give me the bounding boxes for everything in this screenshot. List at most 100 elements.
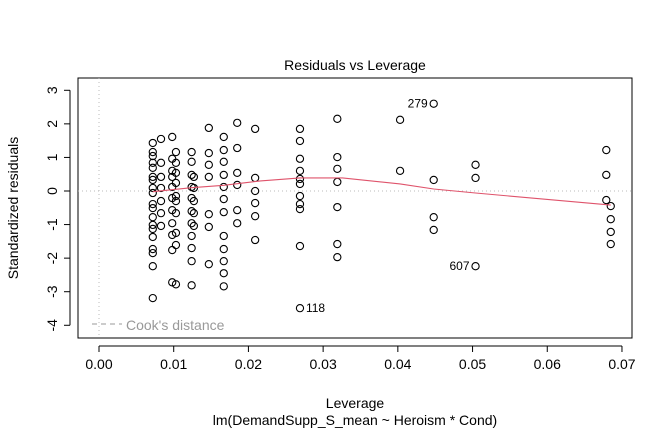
- smooth-line: [152, 177, 611, 206]
- data-point: [148, 293, 157, 303]
- data-point: [171, 196, 181, 206]
- data-point: [606, 215, 615, 224]
- data-point: [156, 221, 166, 231]
- data-point: [295, 124, 305, 134]
- data-point: [219, 231, 228, 241]
- data-point: [295, 166, 305, 176]
- data-point: [148, 147, 157, 157]
- y-tick-label: -2: [44, 252, 60, 265]
- data-point: [219, 244, 228, 254]
- x-tick-label: 0.03: [310, 356, 337, 372]
- data-point: [168, 132, 177, 142]
- data-point: [187, 231, 196, 241]
- data-point: [471, 173, 480, 183]
- data-point: [148, 138, 157, 148]
- data-point: [429, 213, 438, 222]
- data-point: [429, 225, 438, 235]
- data-point: [148, 248, 157, 258]
- data-point: [233, 143, 242, 153]
- data-point: [219, 282, 228, 291]
- data-point: [189, 209, 199, 218]
- x-tick-label: 0.00: [85, 356, 112, 372]
- data-point: [250, 235, 260, 245]
- data-point: [606, 227, 615, 237]
- data-point: [250, 198, 260, 208]
- plot-frame: [77, 77, 633, 339]
- data-point: [171, 147, 181, 157]
- chart-title: Residuals vs Leverage: [284, 57, 426, 73]
- x-tick-label: 0.01: [160, 356, 187, 372]
- data-point: [602, 195, 611, 205]
- data-point: [295, 191, 305, 201]
- y-tick-label: -1: [44, 218, 60, 231]
- data-point: [295, 241, 305, 251]
- data-point: [187, 157, 196, 166]
- x-tick-label: 0.06: [534, 356, 561, 372]
- data-point: [295, 199, 305, 209]
- data-point: [395, 115, 405, 124]
- data-point: [233, 180, 242, 190]
- data-point: [295, 174, 305, 184]
- x-tick-label: 0.02: [235, 356, 262, 372]
- data-point: [168, 219, 177, 228]
- y-tick-label: 1: [44, 153, 60, 161]
- data-point: [395, 166, 405, 176]
- data-point: [187, 243, 196, 253]
- data-point: [250, 124, 260, 134]
- data-point: [168, 172, 177, 182]
- x-tick-label: 0.07: [608, 356, 635, 372]
- data-point: [233, 219, 242, 228]
- data-point: [168, 245, 177, 255]
- data-point: [187, 219, 196, 228]
- data-point: [187, 147, 196, 157]
- x-tick-label: 0.05: [459, 356, 486, 372]
- y-tick-label: 3: [44, 86, 60, 94]
- data-point: [189, 221, 199, 231]
- data-point: [333, 152, 342, 162]
- data-point: [429, 175, 438, 185]
- data-point: [250, 173, 260, 183]
- data-point: [148, 188, 157, 198]
- data-point: [148, 220, 157, 230]
- data-point: [187, 170, 196, 180]
- y-tick-label: 2: [44, 120, 60, 128]
- data-point: [333, 202, 342, 212]
- data-point: [156, 196, 166, 206]
- y-tick-label: -3: [44, 285, 60, 298]
- data-point: [171, 240, 181, 250]
- data-point: [156, 209, 166, 218]
- data-point: [295, 304, 305, 313]
- legend-cooks-distance-label: Cook's distance: [126, 317, 225, 333]
- data-point: [168, 182, 177, 192]
- data-point: [148, 199, 157, 209]
- data-point: [219, 269, 228, 278]
- data-point: [602, 145, 611, 155]
- point-label: 607: [450, 259, 470, 273]
- data-point: [171, 158, 181, 167]
- data-point: [148, 244, 157, 254]
- data-point: [295, 154, 305, 163]
- data-point: [189, 172, 199, 182]
- data-point: [156, 134, 166, 144]
- data-point: [295, 204, 305, 214]
- data-point: [204, 222, 213, 232]
- data-point: [168, 230, 177, 240]
- data-point: [187, 281, 196, 290]
- data-point: [156, 158, 166, 167]
- data-point: [204, 123, 213, 133]
- data-point: [148, 175, 157, 185]
- data-point: [219, 132, 228, 142]
- data-point: [171, 209, 181, 218]
- data-point: [233, 205, 242, 215]
- data-point: [219, 182, 228, 192]
- data-point: [187, 257, 196, 266]
- data-point: [219, 157, 228, 166]
- data-point: [471, 262, 480, 271]
- data-point: [204, 210, 213, 219]
- data-point: [156, 183, 166, 193]
- x-tick-label: 0.04: [384, 356, 411, 372]
- point-label: 118: [306, 301, 325, 315]
- data-point: [204, 148, 213, 158]
- data-point: [148, 262, 157, 271]
